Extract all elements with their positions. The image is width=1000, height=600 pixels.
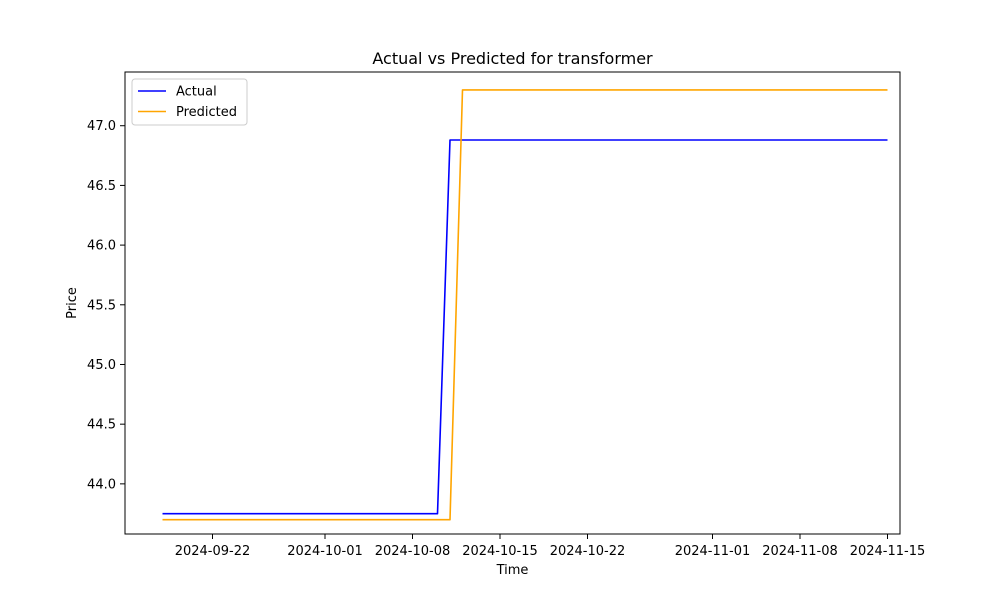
plot-area	[124, 71, 901, 535]
series-layer	[162, 89, 888, 521]
legend-label-actual: Actual	[176, 85, 217, 100]
series-line-actual	[162, 139, 888, 515]
x-axis-ticks: 2024-09-22 2024-10-01 2024-10-08 2024-10-15…	[175, 534, 926, 559]
x-tick-label: 2024-11-15	[850, 544, 926, 559]
y-tick-label: 45.5	[87, 298, 116, 313]
x-tick-label: 2024-10-08	[375, 544, 451, 559]
y-axis-ticks: 44.0 44.5 45.0 45.5 46.0 46.5 47.0	[87, 119, 125, 492]
x-tick-label: 2024-11-08	[762, 544, 838, 559]
y-axis-label: Price	[65, 287, 80, 319]
legend-label-predicted: Predicted	[176, 105, 237, 120]
y-tick-label: 44.0	[87, 477, 116, 492]
legend: Actual Predicted	[131, 78, 248, 126]
x-tick-label: 2024-10-01	[287, 544, 363, 559]
y-tick-label: 45.0	[87, 358, 116, 373]
y-tick-label: 47.0	[87, 119, 116, 134]
x-axis-label: Time	[496, 563, 529, 578]
series-line-predicted	[162, 89, 888, 521]
x-tick-label: 2024-10-15	[462, 544, 538, 559]
x-tick-label: 2024-09-22	[175, 544, 251, 559]
x-tick-label: 2024-10-22	[550, 544, 626, 559]
y-tick-label: 44.5	[87, 418, 116, 433]
y-tick-label: 46.0	[87, 239, 116, 254]
y-tick-label: 46.5	[87, 179, 116, 194]
plot-frame	[124, 71, 901, 535]
x-tick-label: 2024-11-01	[675, 544, 751, 559]
chart-title: Actual vs Predicted for transformer	[372, 49, 653, 68]
